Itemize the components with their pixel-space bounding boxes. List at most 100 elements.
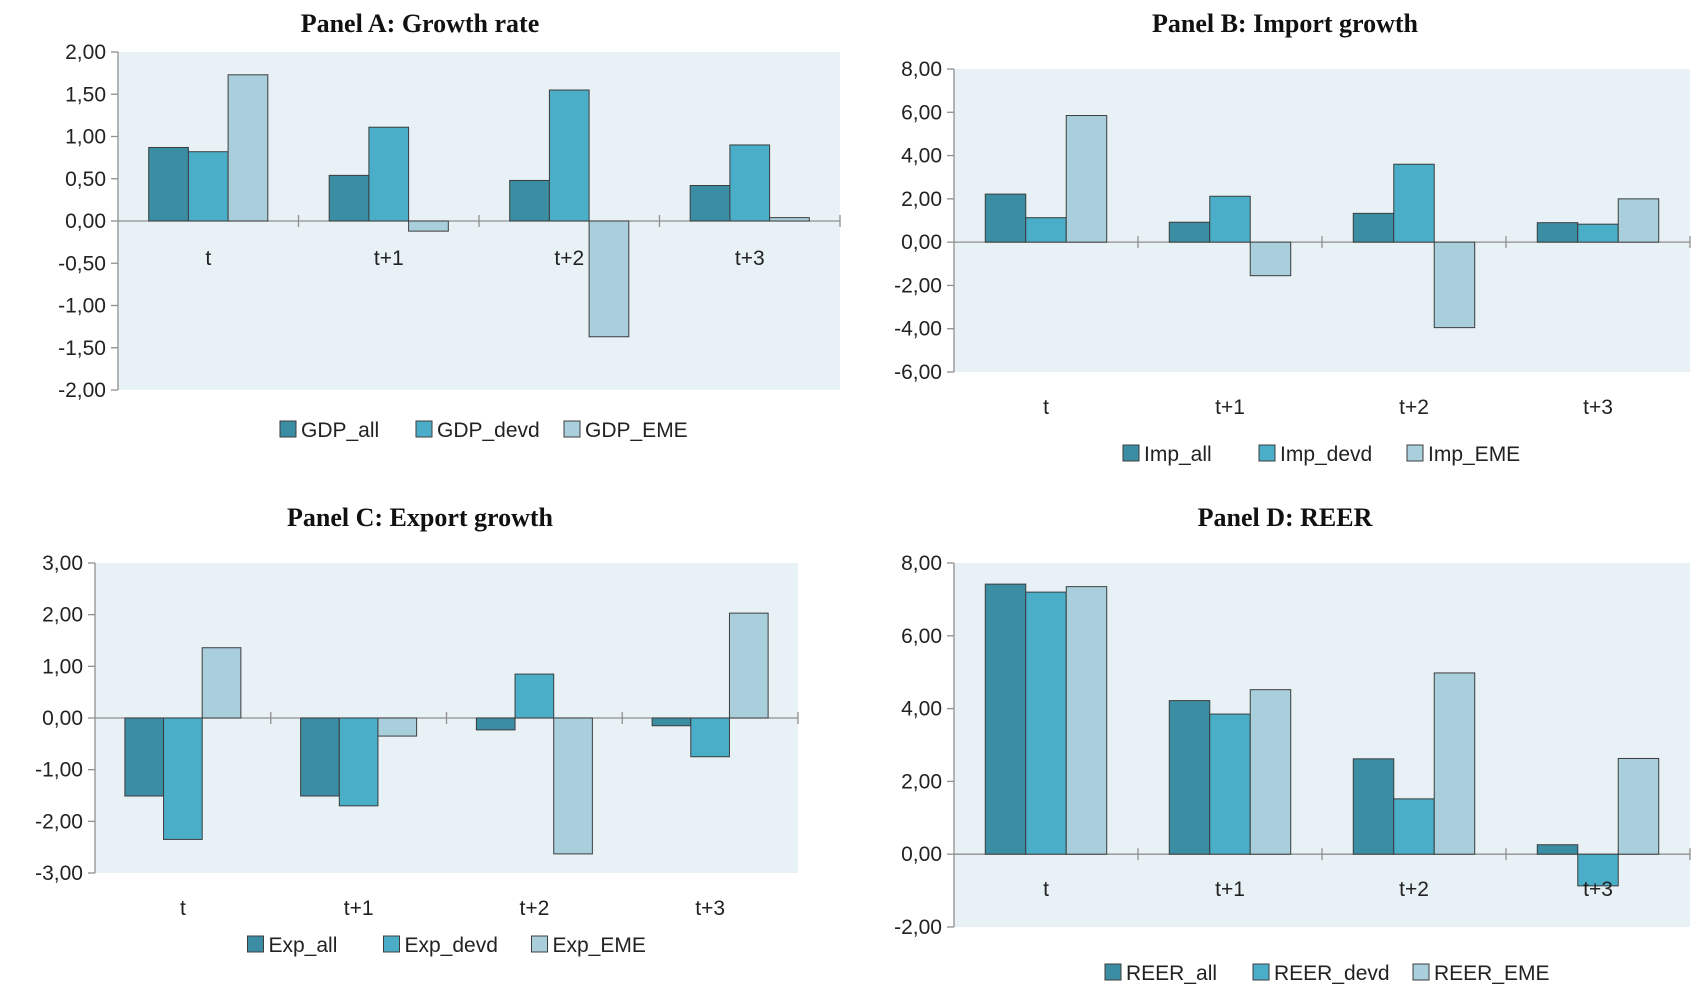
bar-imp-all-3: [1536, 222, 1579, 243]
y-tick-label: 8,00: [901, 58, 942, 81]
bar-exp-eme-1: [377, 717, 418, 737]
bar-imp-devd-0: [1025, 217, 1067, 243]
bar-reer-devd-2: [1393, 798, 1435, 855]
legend-label: Exp_EME: [553, 934, 646, 957]
x-tick-label: t+2: [1399, 878, 1429, 901]
panel-a-growth-rate: Panel A: Growth rate 2,00 1,50 1,00 0,50 0,00…: [58, 9, 841, 442]
x-tick-label: t+1: [1215, 396, 1245, 419]
legend-swatch: [415, 420, 433, 438]
y-tick-label: -4,00: [894, 318, 942, 341]
legend-swatch: [1406, 444, 1424, 462]
x-tick-label: t: [205, 247, 211, 270]
x-tick-label: t+1: [344, 897, 374, 920]
y-tick-label: 2,00: [901, 770, 942, 793]
legend-label: Exp_all: [269, 934, 338, 957]
bar-reer-eme-1: [1249, 689, 1292, 855]
panel-d-reer: Panel D: REER 8,00 6,00 4,00 2,00 0,00 -2,00 t t…: [894, 503, 1691, 985]
panel-title: Panel D: REER: [1198, 503, 1373, 532]
x-tick-label: t: [180, 897, 186, 920]
legend-label: GDP_EME: [585, 419, 688, 442]
bar-reer-eme-3: [1617, 757, 1660, 855]
y-tick-label: -6,00: [894, 361, 942, 384]
bar-imp-eme-0: [1065, 115, 1108, 243]
y-tick-label: -2,00: [35, 810, 83, 833]
y-tick-label: -3,00: [35, 862, 83, 885]
legend-label: Imp_EME: [1428, 443, 1520, 466]
y-tick-label: -1,00: [58, 295, 106, 318]
bar-reer-all-2: [1352, 758, 1395, 855]
bar-exp-all-0: [124, 717, 165, 797]
legend-label: Exp_devd: [405, 934, 498, 957]
legend-swatch: [247, 935, 264, 953]
x-tick-label: t: [1043, 396, 1049, 419]
panel-b-import-growth: Panel B: Import growth 8,00 6,00 4,00 2,00 0,…: [894, 9, 1691, 466]
bar-reer-all-0: [984, 583, 1027, 855]
legend-label: Imp_devd: [1280, 443, 1372, 466]
bar-gdp-all-0: [148, 146, 189, 222]
bar-imp-eme-1: [1249, 241, 1292, 277]
legend-swatch: [1412, 963, 1430, 981]
panel-title: Panel B: Import growth: [1152, 9, 1419, 38]
legend: GDP_all GDP_devd GDP_EME: [279, 419, 688, 442]
legend: Exp_all Exp_devd Exp_EME: [247, 934, 646, 957]
y-tick-label: -2,00: [58, 379, 106, 402]
x-tick-label: t+2: [519, 897, 549, 920]
y-tick-label: 0,50: [65, 168, 106, 191]
x-tick-label: t: [1043, 878, 1049, 901]
bar-exp-devd-2: [514, 673, 555, 719]
bar-gdp-devd-1: [368, 126, 410, 222]
x-tick-label: t+3: [1583, 878, 1613, 901]
y-tick-label: 1,00: [65, 126, 106, 149]
bar-imp-all-0: [984, 193, 1027, 243]
legend-swatch: [1258, 444, 1276, 462]
bar-reer-devd-3: [1577, 853, 1619, 887]
y-tick-label: 4,00: [901, 145, 942, 168]
legend: REER_all REER_devd REER_EME: [1104, 962, 1550, 985]
legend-swatch: [279, 420, 297, 438]
bar-imp-eme-2: [1433, 241, 1476, 329]
bar-reer-all-1: [1168, 700, 1211, 855]
y-tick-label: 1,00: [42, 655, 83, 678]
legend-label: REER_devd: [1274, 962, 1390, 985]
legend-label: REER_EME: [1434, 962, 1550, 985]
legend-swatch: [383, 935, 400, 953]
y-tick-label: 6,00: [901, 625, 942, 648]
panel-c-export-growth: Panel C: Export growth 3,00 2,00 1,00 0,00 -1…: [35, 503, 799, 957]
bar-exp-all-2: [475, 717, 516, 731]
x-tick-label: t+1: [1215, 878, 1245, 901]
bar-gdp-all-2: [509, 179, 550, 222]
bar-exp-eme-2: [553, 717, 593, 855]
legend-label: Imp_all: [1144, 443, 1212, 466]
legend-label: GDP_devd: [437, 419, 540, 442]
bar-gdp-devd-3: [729, 144, 771, 222]
bar-reer-eme-2: [1433, 672, 1476, 855]
x-tick-label: t+3: [695, 897, 725, 920]
bar-imp-devd-2: [1393, 163, 1435, 243]
bar-exp-devd-0: [163, 717, 203, 840]
y-tick-label: 6,00: [901, 101, 942, 124]
bar-imp-all-2: [1352, 212, 1395, 243]
legend-swatch: [1122, 444, 1140, 462]
y-tick-label: 2,00: [42, 604, 83, 627]
legend-swatch: [531, 935, 548, 953]
bar-reer-devd-0: [1025, 591, 1067, 855]
bar-gdp-devd-0: [187, 151, 229, 222]
bar-gdp-devd-2: [548, 89, 590, 222]
bar-gdp-eme-1: [408, 220, 449, 232]
y-tick-label: 2,00: [65, 41, 106, 64]
bar-exp-eme-0: [201, 647, 242, 719]
bar-imp-eme-3: [1617, 198, 1660, 243]
y-tick-label: 1,50: [65, 83, 106, 106]
y-tick-label: 0,00: [901, 231, 942, 254]
x-tick-label: t+2: [554, 247, 584, 270]
y-tick-label: 0,00: [901, 843, 942, 866]
y-tick-label: 0,00: [65, 210, 106, 233]
x-tick-label: t+3: [735, 247, 765, 270]
y-tick-label: -0,50: [58, 252, 106, 275]
bar-imp-devd-1: [1209, 195, 1251, 243]
bar-reer-eme-0: [1065, 586, 1108, 855]
y-tick-label: 8,00: [901, 552, 942, 575]
bar-gdp-eme-2: [588, 220, 630, 338]
legend-swatch: [1252, 963, 1270, 981]
